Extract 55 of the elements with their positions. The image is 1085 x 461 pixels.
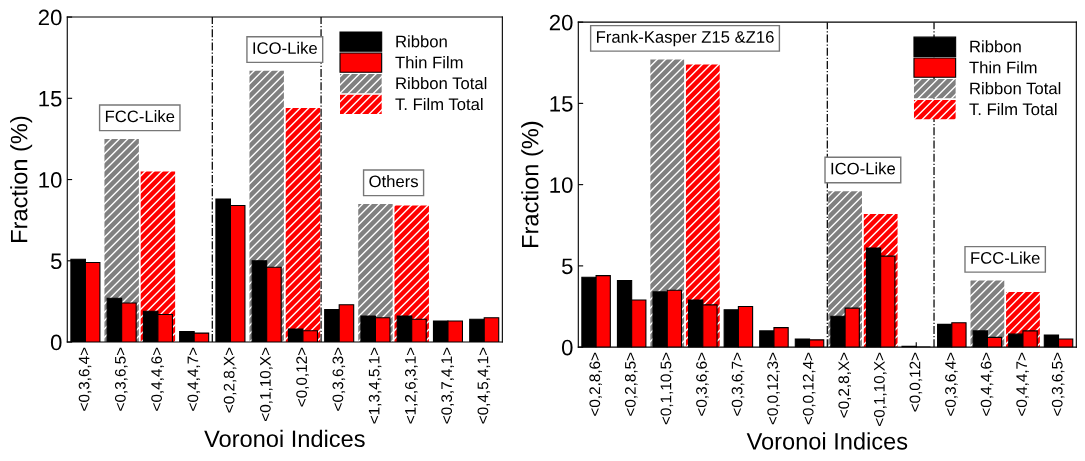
- x-tick-label: <0,3,6,3>: [332, 347, 346, 411]
- x-tick-label: <0,2,8,X>: [223, 347, 237, 413]
- y-axis-title: Fraction (%): [10, 116, 33, 242]
- x-tick-label: <0,4,5,4,1>: [477, 347, 491, 424]
- legend-label: Ribbon Total: [396, 76, 487, 90]
- legend-label: T. Film Total: [395, 97, 483, 111]
- x-tick-label: <0,1,10,X>: [873, 352, 887, 426]
- y-tick-label: 15: [550, 96, 573, 112]
- y-axis-title: Fraction (%): [521, 121, 544, 247]
- legend-label: Ribbon: [396, 35, 447, 48]
- y-tick-label: 0: [561, 339, 573, 356]
- x-tick-label: <0,3,6,5>: [114, 347, 128, 411]
- x-tick-label: <0,0,12>: [296, 347, 309, 407]
- x-tick-label: <0,3,6,7>: [731, 352, 745, 416]
- y-tick-label: 10: [550, 177, 573, 193]
- legend-label: T. Film Total: [969, 102, 1057, 116]
- legend-label: Ribbon: [970, 40, 1021, 53]
- x-tick-label: <0,2,8,X>: [838, 352, 851, 418]
- x-tick-label: <0,0,12,3>: [767, 352, 780, 425]
- x-tick-label: <0,0,12,4>: [802, 352, 816, 425]
- y-tick-label: 0: [50, 334, 62, 351]
- y-tick-label: 10: [39, 172, 62, 188]
- x-tick-label: <0,4,4,6>: [151, 347, 164, 411]
- annotation: Frank-Kasper Z15 &Z16: [597, 30, 774, 47]
- legend-label: Thin Film: [969, 61, 1037, 74]
- x-tick-label: <0,1,10,5>: [660, 352, 674, 425]
- x-tick-label: <0,1,10,X>: [259, 347, 273, 421]
- y-tick-label: 5: [50, 253, 62, 270]
- x-axis-title: Voronoi Indices: [746, 432, 908, 450]
- annotation: ICO-Like: [253, 41, 317, 55]
- x-tick-label: <1,2,6,3,1>: [404, 347, 418, 424]
- x-tick-label: <0,3,6,5>: [1051, 352, 1065, 416]
- bar: [285, 108, 321, 343]
- legend-label: Thin Film: [395, 56, 463, 69]
- x-tick-label: <0,0,12>: [909, 352, 923, 412]
- x-tick-label: <0,3,6,6>: [696, 352, 709, 416]
- x-tick-label: <0,3,7,4,1>: [441, 347, 454, 424]
- annotation: FCC-Like: [971, 251, 1040, 264]
- x-tick-label: <1,3,4,5,1>: [368, 347, 382, 424]
- y-tick-label: 5: [561, 258, 573, 275]
- y-tick-label: 15: [39, 91, 62, 107]
- x-tick-label: <0,2,8,5>: [624, 352, 638, 416]
- x-tick-label: <0,3,6,4>: [945, 352, 958, 416]
- x-tick-label: <0,3,6,4>: [78, 347, 92, 411]
- legend-label: Ribbon Total: [970, 82, 1061, 95]
- annotation: ICO-Like: [831, 162, 896, 175]
- x-tick-label: <0,4,4,7>: [187, 347, 201, 411]
- annotation: Others: [369, 175, 418, 188]
- x-tick-label: <0,4,4,7>: [1016, 352, 1029, 416]
- x-tick-label: <0,2,8,6>: [589, 352, 602, 416]
- annotation: FCC-Like: [105, 110, 175, 123]
- y-tick-label: 20: [38, 9, 62, 26]
- x-axis-title: Voronoi Indices: [204, 429, 365, 448]
- y-tick-label: 20: [549, 14, 573, 31]
- x-tick-label: <0,4,4,6>: [980, 352, 994, 416]
